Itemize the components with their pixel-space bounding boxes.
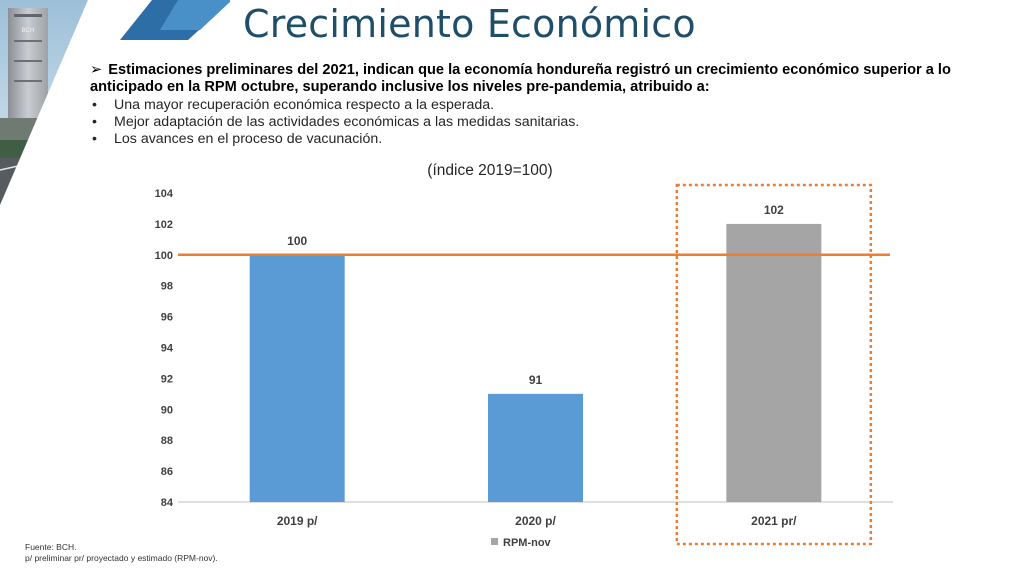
bar-data-label: 91 bbox=[529, 373, 543, 387]
y-tick-label: 84 bbox=[161, 497, 174, 509]
chart-subtitle: (índice 2019=100) bbox=[427, 162, 553, 179]
slide-title: Crecimiento Económico bbox=[243, 2, 696, 46]
header-photo: BCH bbox=[0, 0, 230, 205]
x-tick-label: 2020 p/ bbox=[515, 514, 556, 528]
arrow-bullet-icon: ➢ bbox=[90, 62, 103, 78]
building-photo-image: BCH bbox=[0, 0, 230, 205]
y-tick-label: 88 bbox=[161, 435, 173, 447]
x-tick-label: 2019 p/ bbox=[277, 514, 318, 528]
bar-data-label: 102 bbox=[764, 203, 784, 217]
legend-label: RPM-nov bbox=[503, 537, 552, 549]
bar bbox=[726, 223, 822, 502]
highlight-box bbox=[675, 183, 873, 546]
legend-swatch bbox=[491, 538, 498, 545]
bullet-item: Mejor adaptación de las actividades econ… bbox=[90, 114, 579, 131]
y-tick-label: 102 bbox=[155, 219, 173, 231]
x-tick-label: 2021 pr/ bbox=[751, 514, 797, 528]
building-sign: BCH bbox=[22, 28, 35, 34]
bar bbox=[488, 393, 583, 502]
bullet-item: Una mayor recuperación económica respect… bbox=[90, 97, 579, 114]
bullet-item: Los avances en el proceso de vacunación. bbox=[90, 131, 579, 148]
y-tick-label: 94 bbox=[161, 343, 174, 355]
y-tick-label: 96 bbox=[161, 312, 173, 324]
y-tick-label: 92 bbox=[161, 373, 173, 385]
y-tick-label: 98 bbox=[161, 281, 173, 293]
footnotes: Fuente: BCH. p/ preliminar pr/ proyectad… bbox=[25, 542, 218, 564]
lead-text: Estimaciones preliminares del 2021, indi… bbox=[90, 62, 951, 95]
lead-paragraph: ➢ Estimaciones preliminares del 2021, ind… bbox=[90, 62, 1010, 96]
y-tick-label: 86 bbox=[161, 466, 173, 478]
y-tick-label: 90 bbox=[161, 404, 173, 416]
y-tick-label: 104 bbox=[155, 188, 174, 200]
y-tick-label: 100 bbox=[155, 250, 173, 262]
abbreviation-note: p/ preliminar pr/ proyectado y estimado … bbox=[25, 553, 218, 563]
bar-data-label: 100 bbox=[287, 234, 307, 248]
source-note: Fuente: BCH. bbox=[25, 542, 77, 552]
bullet-list: Una mayor recuperación económica respect… bbox=[90, 97, 579, 148]
bar bbox=[249, 254, 345, 502]
